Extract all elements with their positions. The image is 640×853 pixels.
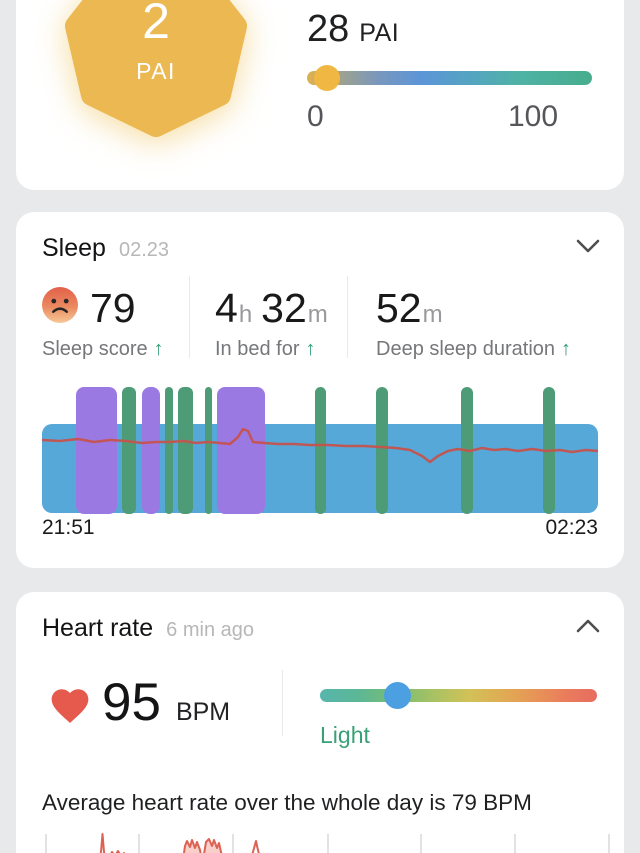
heart-rate-value-row: 95 BPM — [102, 676, 230, 729]
chevron-up-icon — [576, 619, 600, 633]
heart-zone-label: Light — [320, 722, 370, 748]
heart-card-header: Heart rate 6 min ago — [42, 614, 254, 643]
sleep-collapse-button[interactable] — [570, 228, 606, 264]
stat-divider — [189, 276, 190, 358]
sleep-date: 02.23 — [118, 239, 170, 261]
sleep-title: Sleep — [42, 234, 106, 262]
pai-value-unit: PAI — [359, 19, 400, 47]
sleep-end-time: 02:23 — [545, 516, 598, 539]
trend-up-icon: ↑ — [153, 338, 164, 360]
deep-sleep-label: Deep sleep duration ↑ — [376, 338, 572, 360]
pai-card[interactable]: 2 PAI 28 PAI 0 100 — [16, 0, 624, 190]
heart-average-text: Average heart rate over the whole day is… — [42, 790, 532, 815]
trend-up-icon: ↑ — [305, 338, 316, 360]
pai-scale-min: 0 — [307, 100, 324, 133]
heart-zone-knob — [384, 682, 412, 709]
pai-scale: 0 100 — [307, 100, 592, 134]
sleep-score-label: Sleep score ↑ — [42, 338, 164, 360]
heart-rate-unit: BPM — [175, 698, 231, 726]
heart-rate-title: Heart rate — [42, 614, 154, 642]
heart-zone-track — [320, 689, 597, 702]
pai-value-row: 28 PAI — [307, 10, 399, 48]
heart-collapse-button[interactable] — [570, 608, 606, 644]
heart-rate-day-chart[interactable] — [16, 826, 624, 853]
pai-scale-max: 100 — [508, 100, 559, 133]
sad-face-emoji — [42, 287, 78, 323]
stat-divider — [347, 276, 348, 358]
sleep-score-value: 79 — [90, 285, 136, 331]
sleep-start-time: 21:51 — [42, 516, 95, 539]
sleep-time-axis: 21:51 02:23 — [42, 516, 598, 540]
chevron-down-icon — [576, 239, 600, 253]
heart-rate-value: 95 — [102, 673, 161, 732]
sleep-card-header: Sleep 02.23 — [42, 234, 169, 263]
pai-value: 28 — [307, 8, 350, 50]
pai-badge-icon — [65, 0, 247, 137]
heart-divider — [282, 670, 283, 736]
heart-icon — [51, 689, 89, 723]
heart-rate-updated: 6 min ago — [166, 619, 255, 641]
in-bed-label: In bed for ↑ — [215, 338, 316, 360]
pai-badge-unit: PAI — [136, 58, 176, 84]
pai-progress-knob — [313, 65, 340, 91]
pai-progress-track — [307, 71, 592, 85]
heart-rate-card[interactable]: Heart rate 6 min ago 95 BPM Light Averag… — [16, 592, 624, 853]
sleep-stages-chart[interactable] — [42, 387, 598, 514]
trend-up-icon: ↑ — [561, 338, 572, 360]
deep-sleep-value: 52 m — [376, 285, 443, 331]
pai-badge-value: 2 — [142, 0, 170, 49]
